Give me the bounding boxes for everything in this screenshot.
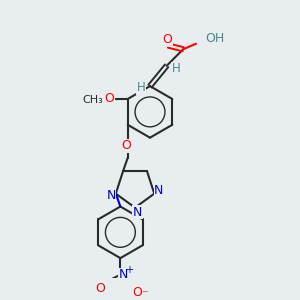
- Text: ⁻: ⁻: [141, 288, 148, 300]
- Text: OH: OH: [205, 32, 224, 45]
- Text: N: N: [154, 184, 164, 197]
- Text: O: O: [132, 286, 142, 299]
- Text: +: +: [125, 265, 133, 275]
- Text: N: N: [118, 268, 128, 281]
- Text: H: H: [136, 81, 145, 94]
- Text: O: O: [104, 92, 114, 106]
- Text: H: H: [171, 62, 180, 75]
- Text: O: O: [95, 282, 105, 295]
- Text: N: N: [106, 189, 116, 202]
- Text: CH₃: CH₃: [82, 95, 103, 105]
- Text: O: O: [121, 140, 131, 152]
- Text: N: N: [133, 206, 142, 219]
- Text: O: O: [163, 33, 172, 46]
